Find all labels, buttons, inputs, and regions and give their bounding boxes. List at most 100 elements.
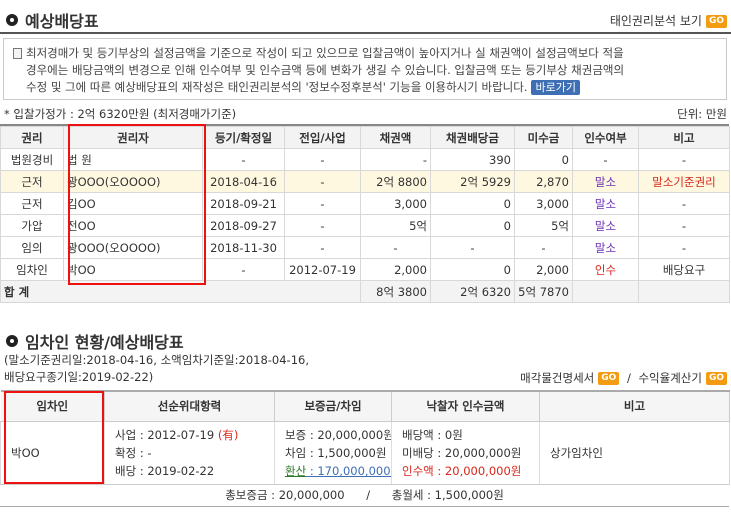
document-icon [13, 48, 22, 59]
section-title-dividend: 예상배당표 [6, 8, 99, 32]
total-label: 합 계 [0, 280, 361, 303]
base-dates-line-1: (말소기준권리일:2018-04-16, 소액임차기준일:2018-04-16, [4, 353, 309, 367]
cell-claim: 2,000 [360, 258, 431, 281]
sale-spec-link[interactable]: 매각물건명세서 [520, 371, 595, 385]
table-row: 근저 광OOO(오OOOO) 2018-04-16 - 2억 8800 2억 5… [0, 170, 730, 193]
col-holder: 권리자 [63, 126, 203, 149]
analysis-link[interactable]: 태인권리분석 보기 GO [610, 12, 727, 29]
cell-right: 법원경비 [0, 148, 64, 171]
cell-assume: 인수 [572, 258, 639, 281]
total-paid: 2억 6320 [430, 280, 515, 303]
cell-right: 근저 [0, 192, 64, 215]
cell-note: 배당요구 [638, 258, 730, 281]
tenant-total: 총보증금 : 20,000,000 / 총월세 : 1,500,000원 [0, 484, 729, 506]
col-move-in: 전입/사업 [284, 126, 361, 149]
biz-flag: (有) [217, 428, 239, 443]
cell-right: 근저 [0, 170, 64, 193]
cell-right: 임의 [0, 236, 64, 259]
total-empty [572, 280, 639, 303]
confirm-date: 확정 : - [115, 446, 152, 461]
dividend-amount: 배당액 : 0원 [402, 428, 463, 443]
total-row: 합 계 8억 3800 2억 6320 5억 7870 [0, 280, 730, 303]
bullet-icon [6, 335, 18, 347]
base-dates-line-2: 배당요구종기일:2019-02-22) [4, 370, 154, 384]
unit-note: 단위: 만원 [677, 107, 727, 121]
cell-unpaid: - [514, 236, 573, 259]
tenant-header-row: 임차인 선순위대항력 보증금/차임 낙찰자 인수금액 비고 [0, 390, 730, 422]
cell-move: 2012-07-19 [284, 258, 361, 281]
cell-assume: 말소 [572, 170, 639, 193]
dividend-header-row: 권리 권리자 등기/확정일 전입/사업 채권액 채권배당금 미수금 인수여부 비… [0, 126, 730, 149]
go-badge[interactable]: GO [705, 15, 727, 28]
col-assumed: 낙찰자 인수금액 [391, 390, 540, 422]
cell-note: - [638, 236, 730, 259]
cell-move: - [284, 192, 361, 215]
cell-reg: - [202, 148, 285, 171]
cell-move: - [284, 148, 361, 171]
cell-holder: 법 원 [63, 148, 203, 171]
col-note: 비고 [638, 126, 730, 149]
tenant-table-wrap: 임차인 선순위대항력 보증금/차임 낙찰자 인수금액 비고 박OO 사업 : 2… [0, 390, 730, 485]
cell-assume: - [572, 148, 639, 171]
notice-line-1: 최저경매가 및 등기부상의 설정금액을 기준으로 작성이 되고 있으므로 입찰금… [26, 46, 624, 60]
tenant-name: 박OO [0, 421, 105, 485]
col-assume: 인수여부 [572, 126, 639, 149]
cell-note: 말소기준권리 [638, 170, 730, 193]
total-empty [638, 280, 730, 303]
table-row: 근저 김OO 2018-09-21 - 3,000 0 3,000 말소 - [0, 192, 730, 215]
cell-claim: 2억 8800 [360, 170, 431, 193]
cell-reg: 2018-09-21 [202, 192, 285, 215]
cell-paid: - [430, 236, 515, 259]
cell-move: - [284, 170, 361, 193]
deposit-amount: 보증 : 20,000,000원 [285, 428, 392, 443]
cell-note: - [638, 192, 730, 215]
yield-calc-link[interactable]: 수익율계산기 [638, 371, 702, 385]
bottom-divider [0, 506, 729, 507]
table-row: 법원경비 법 원 - - - 390 0 - - [0, 148, 730, 171]
cell-reg: 2018-09-27 [202, 214, 285, 237]
cell-note: - [638, 214, 730, 237]
total-separator: / [366, 488, 371, 502]
col-unpaid: 미수금 [514, 126, 573, 149]
title-divider [0, 32, 731, 34]
col-paid: 채권배당금 [430, 126, 515, 149]
col-priority: 선순위대항력 [104, 390, 275, 422]
tenant-links: 매각물건명세서 GO / 수익율계산기 GO [520, 370, 727, 386]
tenant-deposit-cell: 보증 : 20,000,000원 차임 : 1,500,000원 환산 : 17… [274, 421, 392, 485]
bid-price-note: * 입찰가정가 : 2억 6320만원 (최저경매가기준) [4, 107, 237, 121]
cell-assume: 말소 [572, 214, 639, 237]
cell-paid: 0 [430, 214, 515, 237]
go-badge[interactable]: GO [598, 372, 620, 385]
cell-claim: - [360, 236, 431, 259]
cell-paid: 390 [430, 148, 515, 171]
table-row: 가압 전OO 2018-09-27 - 5억 0 5억 말소 - [0, 214, 730, 237]
dividend-request-date: 배당 : 2019-02-22 [115, 464, 215, 479]
dividend-table: 권리 권리자 등기/확정일 전입/사업 채권액 채권배당금 미수금 인수여부 비… [0, 126, 730, 303]
section-title-text: 예상배당표 [25, 12, 99, 31]
cell-unpaid: 2,000 [514, 258, 573, 281]
base-dates: (말소기준권리일:2018-04-16, 소액임차기준일:2018-04-16,… [4, 352, 309, 386]
table-row: 임의 광OOO(오OOOO) 2018-11-30 - - - - 말소 - [0, 236, 730, 259]
cell-reg: 2018-11-30 [202, 236, 285, 259]
total-unpaid: 5억 7870 [514, 280, 573, 303]
notice-line-3: 수정 및 그에 따른 예상배당표의 재작성은 태인권리분석의 '정보수정후분석'… [26, 79, 718, 96]
cell-claim: 5억 [360, 214, 431, 237]
cell-holder: 광OOO(오OOOO) [63, 236, 203, 259]
cell-assume: 말소 [572, 192, 639, 215]
cell-paid: 0 [430, 258, 515, 281]
shortcut-button[interactable]: 바로가기 [531, 80, 580, 95]
tenant-row: 박OO 사업 : 2012-07-19 (有) 확정 : - 배당 : 2019… [0, 421, 730, 485]
col-tenant: 임차인 [0, 390, 105, 422]
cell-holder: 광OOO(오OOOO) [63, 170, 203, 193]
cell-claim: 3,000 [360, 192, 431, 215]
col-right: 권리 [0, 126, 64, 149]
tenant-assumed-cell: 배당액 : 0원 미배당 : 20,000,000원 인수액 : 20,000,… [391, 421, 540, 485]
total-claim: 8억 3800 [360, 280, 431, 303]
go-badge[interactable]: GO [705, 372, 727, 385]
tenant-table: 임차인 선순위대항력 보증금/차임 낙찰자 인수금액 비고 박OO 사업 : 2… [0, 390, 730, 485]
notice-box: 최저경매가 및 등기부상의 설정금액을 기준으로 작성이 되고 있으므로 입찰금… [3, 38, 727, 100]
analysis-link-label[interactable]: 태인권리분석 보기 [609, 14, 702, 28]
cell-note: - [638, 148, 730, 171]
cell-move: - [284, 214, 361, 237]
rent-amount: 차임 : 1,500,000원 [285, 446, 387, 461]
